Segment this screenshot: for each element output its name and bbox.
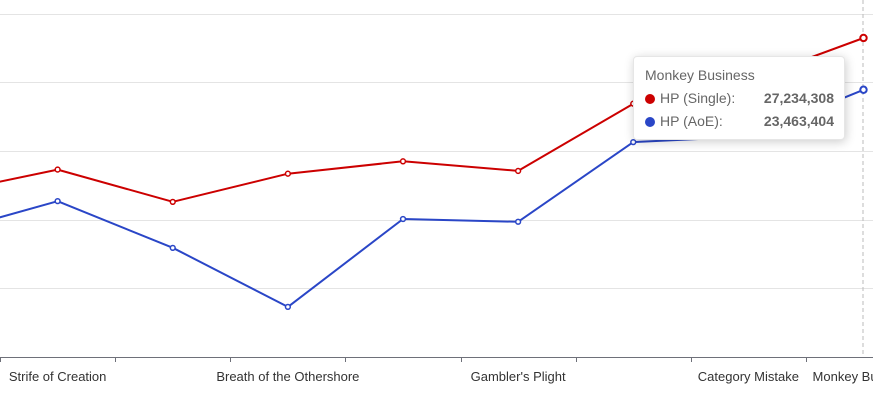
tooltip-series-name: HP (Single): <box>660 90 736 106</box>
x-tick-label: Breath of the Othershore <box>216 369 359 384</box>
tooltip-series-value: 27,234,308 <box>763 90 834 106</box>
data-point[interactable] <box>284 303 292 311</box>
tooltip-series-name: HP (AoE): <box>660 113 723 129</box>
data-point[interactable] <box>399 215 407 223</box>
data-point[interactable] <box>514 167 522 175</box>
data-point[interactable] <box>859 85 868 94</box>
tooltip-row-aoe: HP (AoE): 23,463,404 <box>645 110 834 133</box>
data-point[interactable] <box>859 33 868 43</box>
data-point[interactable] <box>54 198 61 205</box>
tooltip-series-value: 23,463,404 <box>763 113 834 129</box>
data-point[interactable] <box>630 138 637 146</box>
x-tick-label: Monkey Business <box>813 369 873 384</box>
series-single-marker-icon <box>645 93 655 104</box>
data-point[interactable] <box>169 198 176 205</box>
data-point[interactable] <box>284 170 292 177</box>
data-point[interactable] <box>514 218 522 225</box>
x-tick-label: Gambler's Plight <box>471 369 566 384</box>
x-axis <box>0 357 873 362</box>
data-point[interactable] <box>54 166 61 173</box>
x-tick-label: Strife of Creation <box>9 369 107 384</box>
x-tick-label: Category Mistake <box>698 369 799 384</box>
tooltip-title: Monkey Business <box>645 67 755 83</box>
data-point[interactable] <box>169 244 176 251</box>
series-aoe-marker-icon <box>645 116 655 127</box>
tooltip: Monkey Business HP (Single): 27,234,308 … <box>633 56 845 140</box>
data-point[interactable] <box>399 158 407 165</box>
tooltip-row-single: HP (Single): 27,234,308 <box>645 87 834 110</box>
x-tick-labels: Strife of Creation Breath of the Othersho… <box>9 369 873 384</box>
